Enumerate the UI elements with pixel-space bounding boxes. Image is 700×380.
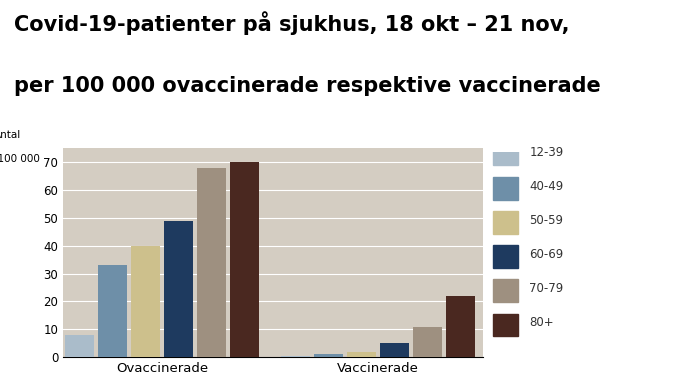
Bar xyxy=(379,343,410,357)
Bar xyxy=(164,221,193,357)
Text: 12-39: 12-39 xyxy=(529,146,564,158)
FancyBboxPatch shape xyxy=(493,245,518,268)
Text: 50-59: 50-59 xyxy=(529,214,564,227)
Bar xyxy=(230,162,259,357)
Text: Covid-19-patienter på sjukhus, 18 okt – 21 nov,: Covid-19-patienter på sjukhus, 18 okt – … xyxy=(14,11,570,35)
Text: 70-79: 70-79 xyxy=(529,282,564,295)
FancyBboxPatch shape xyxy=(493,142,518,165)
Bar xyxy=(346,352,377,357)
Text: 80+: 80+ xyxy=(529,317,554,329)
Text: per 100 000 ovaccinerade respektive vaccinerade: per 100 000 ovaccinerade respektive vacc… xyxy=(14,76,601,96)
Bar xyxy=(97,265,127,357)
Text: Antal: Antal xyxy=(0,130,21,140)
Bar xyxy=(64,335,95,357)
Bar xyxy=(314,355,343,357)
Bar xyxy=(446,296,475,357)
Bar xyxy=(197,168,226,357)
Bar xyxy=(412,326,442,357)
FancyBboxPatch shape xyxy=(493,211,518,234)
FancyBboxPatch shape xyxy=(493,177,518,200)
Bar xyxy=(131,246,160,357)
FancyBboxPatch shape xyxy=(493,314,518,336)
Bar xyxy=(281,356,310,357)
FancyBboxPatch shape xyxy=(493,279,518,302)
Text: /100 000: /100 000 xyxy=(0,154,40,164)
Text: 40-49: 40-49 xyxy=(529,180,564,193)
Text: 60-69: 60-69 xyxy=(529,248,564,261)
